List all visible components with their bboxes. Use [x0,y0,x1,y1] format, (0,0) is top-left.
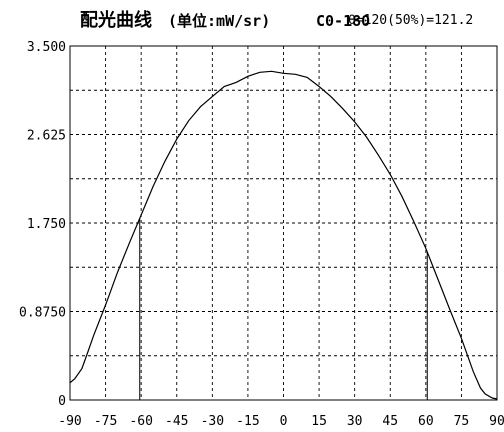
chart-unit: (单位:mW/sr) [168,12,270,30]
x-tick-label: 90 [489,414,504,429]
half-intensity-markers [139,218,428,400]
curve-label: C0-180 [316,12,370,30]
x-tick-label: 60 [418,414,434,429]
plot-frame [69,45,498,401]
x-tick-label: -45 [165,414,188,429]
intensity-curve [69,70,498,400]
x-tick-label: 0 [280,414,288,429]
x-tick-label: 15 [311,414,327,429]
x-tick-label: -75 [94,414,117,429]
x-tick-label: 45 [382,414,398,429]
y-tick-label: 1.750 [27,217,66,232]
grid [70,46,497,400]
x-tick-label: 75 [454,414,470,429]
series-layer [69,70,498,400]
beam-angle-label: θ=120(50%)=121.2 [348,13,473,28]
chart-title: 配光曲线 [80,9,152,31]
y-tick-label: 0 [58,394,66,409]
y-tick-label: 0.8750 [19,306,66,321]
x-tick-label: -90 [58,414,81,429]
y-tick-label: 3.500 [27,40,66,55]
y-axis-ticks: 0 0.8750 1.750 2.625 3.500 [19,40,66,409]
x-tick-label: 30 [347,414,363,429]
x-tick-label: -30 [201,414,224,429]
x-tick-label: -60 [129,414,152,429]
y-tick-label: 2.625 [27,129,66,144]
x-axis-ticks: -90 -75 -60 -45 -30 -15 0 15 30 45 60 75 90 [58,414,504,429]
x-tick-label: -15 [236,414,259,429]
